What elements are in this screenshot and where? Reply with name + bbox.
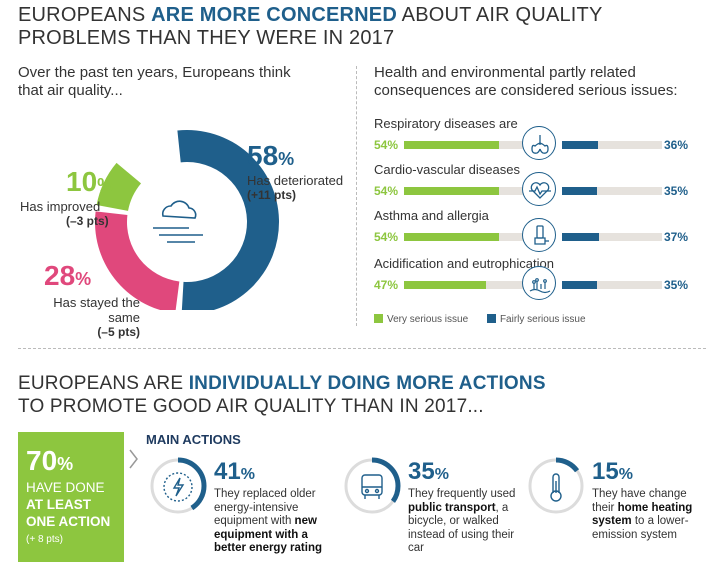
- water-plant-icon: [522, 266, 556, 300]
- improved-change: (–3 pts): [66, 214, 109, 228]
- very-serious-value-label: 54%: [374, 138, 399, 152]
- donut-segment-deteriorated: [177, 130, 279, 310]
- lungs-icon: [522, 126, 556, 160]
- donut-segment-stayed-same: [95, 211, 180, 310]
- action-ring-value: [149, 457, 207, 515]
- health-row: Respiratory diseases are 54% 36%: [374, 116, 704, 166]
- title-part-1: EUROPEANS: [18, 4, 152, 26]
- legend-item-very-serious: Very serious issue: [374, 314, 468, 325]
- horizontal-divider: [18, 348, 706, 349]
- very-serious-bar: [404, 281, 487, 289]
- category-label: Acidification and eutrophication: [374, 256, 554, 271]
- very-serious-bar: [404, 233, 499, 241]
- fairly-serious-bar: [562, 233, 599, 241]
- very-serious-bar: [404, 141, 499, 149]
- deteriorated-change: (+11 pts): [247, 188, 297, 202]
- legend-label: Fairly serious issue: [499, 314, 586, 325]
- box-pct: 70: [26, 445, 58, 476]
- legend-label: Very serious issue: [387, 314, 469, 325]
- energy-equipment-icon: [149, 457, 207, 515]
- fairly-serious-value-label: 35%: [664, 278, 689, 292]
- pct-sign: %: [57, 454, 74, 474]
- stayed-same-change: (–5 pts): [97, 325, 140, 339]
- heart-icon: [522, 172, 556, 206]
- inhaler-icon: [522, 218, 556, 252]
- thermometer-icon: [527, 457, 585, 515]
- legend-item-fairly-serious: Fairly serious issue: [486, 314, 586, 325]
- very-serious-bar-track: [404, 233, 544, 241]
- deteriorated-label: Has deteriorated: [247, 173, 344, 188]
- fairly-serious-bar: [562, 187, 597, 195]
- category-label: Asthma and allergia: [374, 208, 489, 223]
- stayed-same-callout: 28% Has stayed the same (–5 pts): [40, 260, 140, 340]
- very-serious-bar-track: [404, 281, 544, 289]
- title2-part-2: TO PROMOTE GOOD AIR QUALITY THAN IN 2017…: [18, 396, 484, 417]
- improved-label: Has improved: [20, 199, 101, 214]
- fairly-serious-value-label: 36%: [664, 138, 689, 152]
- legend-swatch-blue: [486, 314, 496, 323]
- stayed-same-label: Has stayed the same: [53, 295, 140, 325]
- box-line-2: AT LEAST: [26, 497, 91, 512]
- category-label: Cardio-vascular diseases: [374, 162, 520, 177]
- pct-sign: %: [278, 149, 295, 169]
- pct-sign: %: [97, 175, 114, 195]
- health-row: Cardio-vascular diseases 54% 35%: [374, 162, 704, 212]
- very-serious-bar: [404, 187, 499, 195]
- vertical-divider: [356, 66, 357, 326]
- title2-highlight: INDIVIDUALLY DOING MORE ACTIONS: [188, 373, 546, 394]
- chart-legend: Very serious issue Fairly serious issue: [374, 314, 602, 325]
- deteriorated-pct: 58: [247, 140, 279, 171]
- main-actions-heading: MAIN ACTIONS: [146, 432, 241, 447]
- fairly-serious-bar-track: [562, 233, 662, 241]
- cloud-wind-icon: [153, 200, 203, 243]
- improved-pct: 10: [66, 166, 98, 197]
- action-pct: 41%: [214, 458, 255, 485]
- very-serious-value-label: 54%: [374, 230, 399, 244]
- section-2-title: EUROPEANS ARE INDIVIDUALLY DOING MORE AC…: [18, 372, 708, 418]
- very-serious-bar-track: [404, 187, 544, 195]
- main-title: EUROPEANS ARE MORE CONCERNED ABOUT AIR Q…: [18, 4, 708, 50]
- very-serious-bar-track: [404, 141, 544, 149]
- chevron-right-icon: [129, 449, 138, 469]
- fairly-serious-value-label: 37%: [664, 230, 689, 244]
- box-change: (+ 8 pts): [26, 534, 63, 545]
- action-pct: 15%: [592, 458, 633, 485]
- improved-callout: 10% Has improved (–3 pts): [20, 166, 114, 229]
- health-row: Asthma and allergia 54% 37%: [374, 208, 704, 258]
- action-description: They frequently used public transport, a…: [408, 488, 516, 554]
- fairly-serious-bar-track: [562, 281, 662, 289]
- category-label: Respiratory diseases are: [374, 116, 518, 131]
- box-line-3: ONE ACTION: [26, 514, 111, 529]
- box-line-1: HAVE DONE: [26, 480, 105, 495]
- health-chart-title: Health and environmental partly related …: [374, 64, 678, 99]
- pct-sign: %: [75, 269, 92, 289]
- fairly-serious-bar: [562, 141, 598, 149]
- very-serious-value-label: 47%: [374, 278, 399, 292]
- bus-icon: [343, 457, 401, 515]
- very-serious-value-label: 54%: [374, 184, 399, 198]
- air-quality-donut-chart: [95, 130, 279, 310]
- fairly-serious-bar-track: [562, 187, 662, 195]
- health-row: Acidification and eutrophication 47% 35%: [374, 256, 704, 306]
- action-ring-value: [343, 457, 401, 515]
- fairly-serious-bar-track: [562, 141, 662, 149]
- action-ring-value: [527, 457, 585, 515]
- title-part-2: ABOUT AIR QUALITY PROBLEMS THAN THEY WER…: [18, 4, 603, 49]
- action-pct: 35%: [408, 458, 449, 485]
- deteriorated-callout: 58% Has deteriorated (+11 pts): [247, 140, 344, 203]
- at-least-one-action-box: 70% HAVE DONE AT LEAST ONE ACTION (+ 8 p…: [18, 432, 124, 562]
- donut-intro-text: Over the past ten years, Europeans think…: [18, 64, 291, 99]
- title2-part-1: EUROPEANS ARE: [18, 373, 189, 394]
- action-description: They replaced older energy-intensive equ…: [214, 488, 322, 554]
- fairly-serious-bar: [562, 281, 597, 289]
- stayed-same-pct: 28: [44, 260, 76, 291]
- action-description: They have change their home heating syst…: [592, 488, 693, 541]
- fairly-serious-value-label: 35%: [664, 184, 689, 198]
- legend-swatch-green: [374, 314, 383, 323]
- title-highlight: ARE MORE CONCERNED: [151, 4, 397, 26]
- donut-segment-improved: [96, 162, 142, 211]
